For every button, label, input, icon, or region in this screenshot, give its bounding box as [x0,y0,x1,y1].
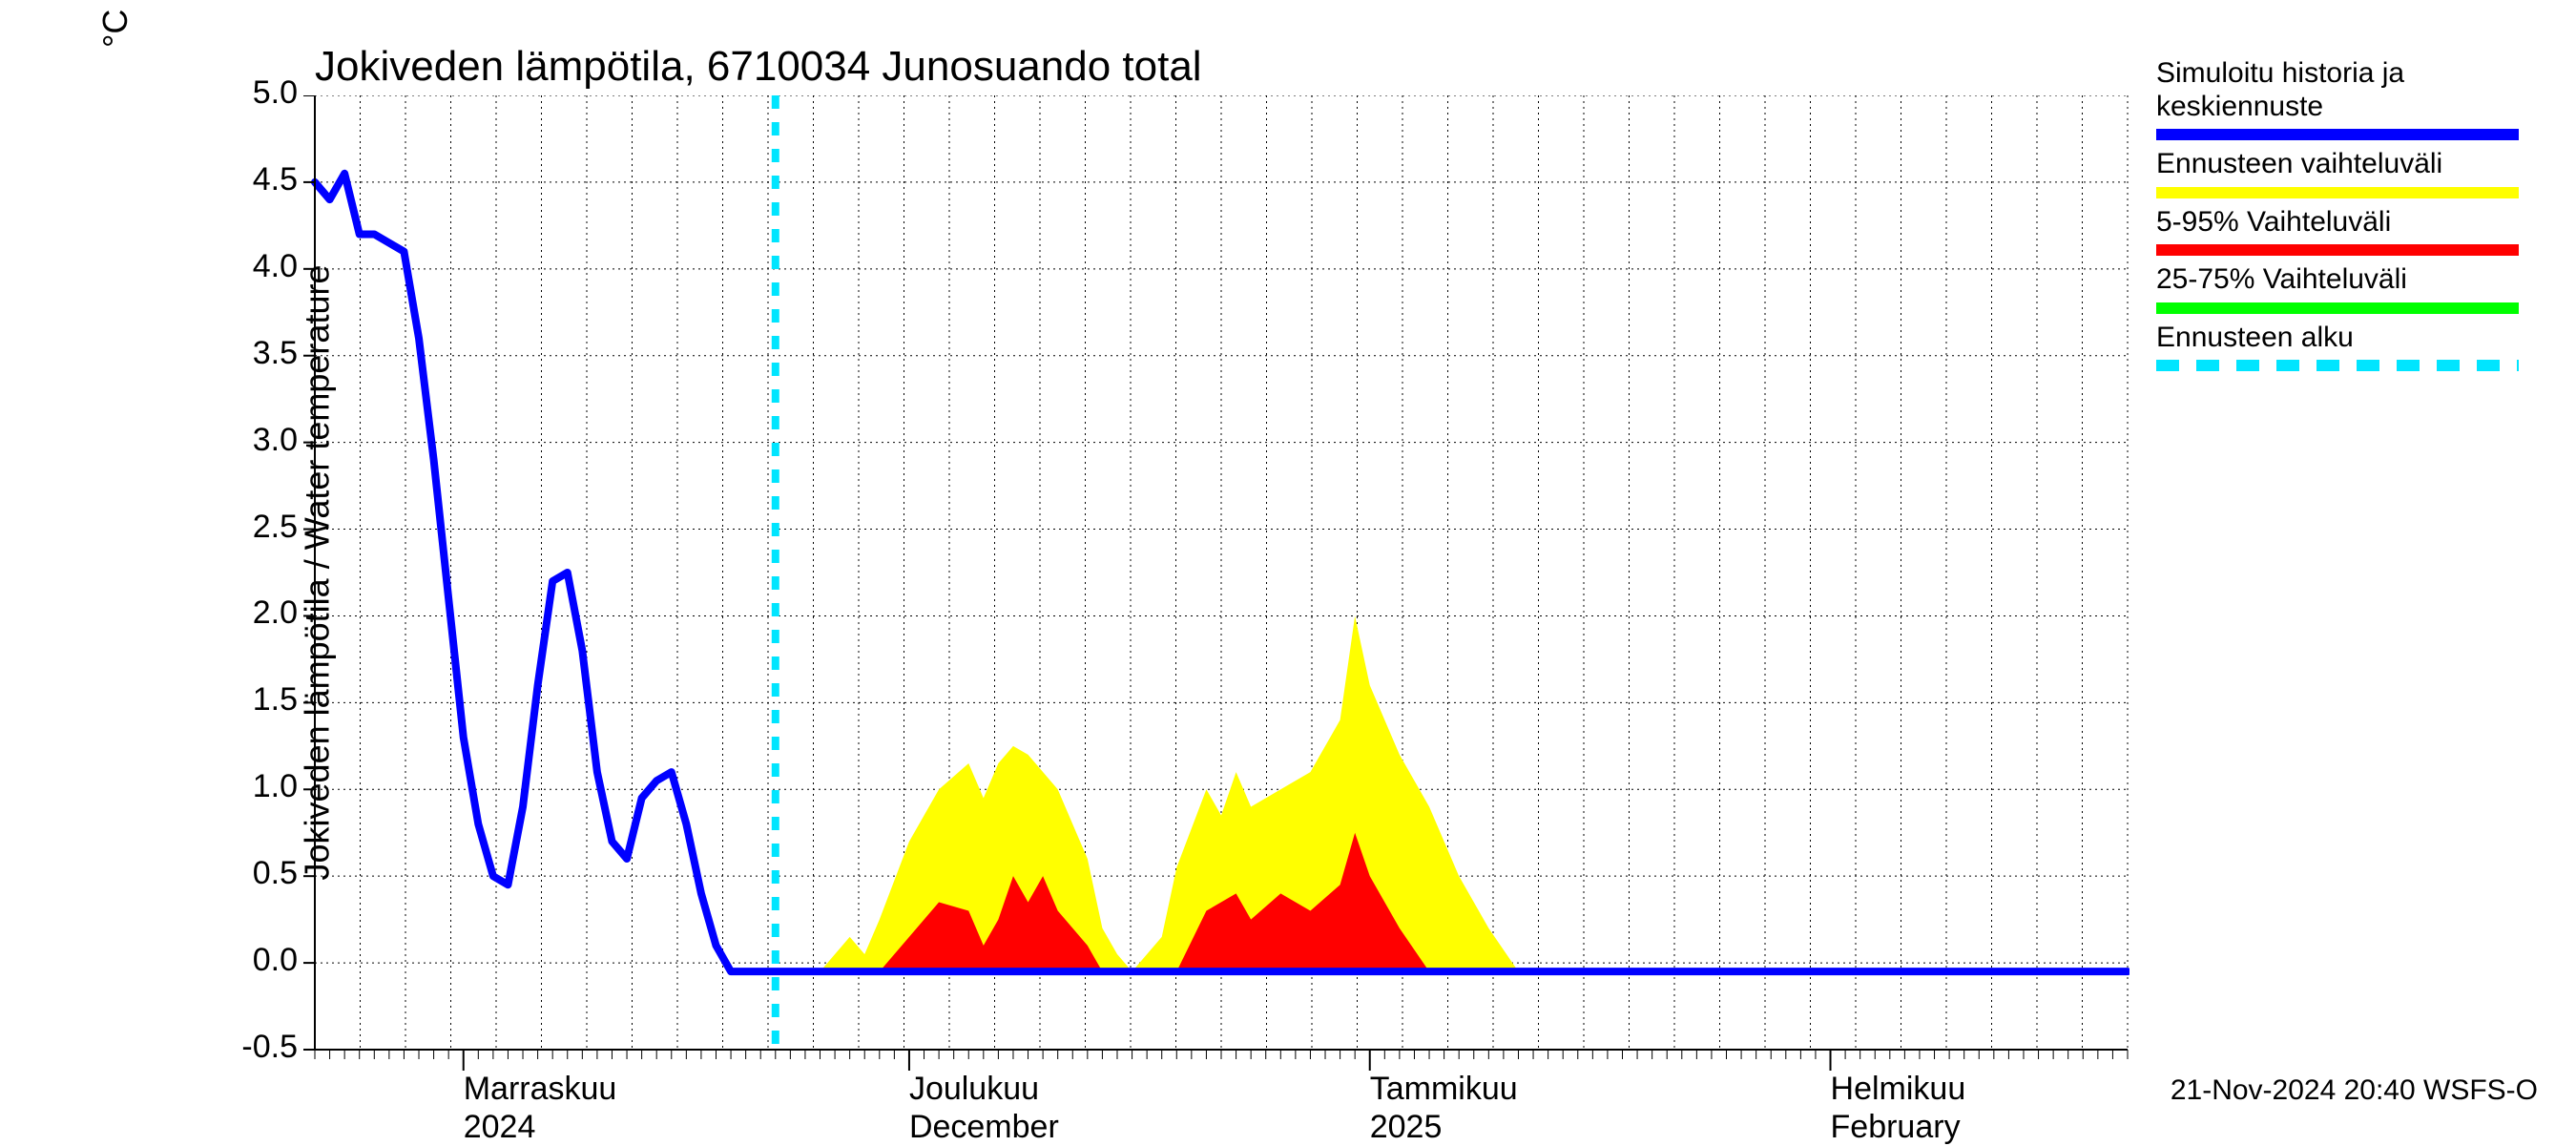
legend-swatch [2156,187,2519,198]
x-month-label: Marraskuu [464,1071,617,1108]
y-tick-label: 1.0 [253,768,298,805]
legend-label: Simuloitu historia ja keskiennuste [2156,57,2538,123]
x-month-sublabel: December [909,1109,1059,1146]
legend-label: 25-75% Vaihteluväli [2156,263,2538,297]
y-tick-label: 3.0 [253,422,298,459]
y-tick-label: 3.5 [253,335,298,372]
chart-title: Jokiveden lämpötila, 6710034 Junosuando … [315,43,1202,91]
y-tick-label: 2.0 [253,594,298,632]
legend-swatch [2156,360,2519,371]
legend-item: Simuloitu historia ja keskiennuste [2156,57,2538,140]
y-tick-label: 0.5 [253,855,298,892]
y-tick-label: 2.5 [253,509,298,546]
chart-plot [301,95,2129,1074]
chart-page: Jokiveden lämpötila / Water temperature … [0,0,2576,1145]
x-month-sublabel: 2025 [1370,1109,1443,1146]
x-month-label: Joulukuu [909,1071,1039,1108]
legend-item: 5-95% Vaihteluväli [2156,206,2538,257]
legend: Simuloitu historia ja keskiennuste Ennust… [2156,57,2538,379]
legend-item: Ennusteen alku [2156,322,2538,372]
y-tick-label: 0.0 [253,942,298,979]
legend-item: Ennusteen vaihteluväli [2156,148,2538,198]
legend-swatch [2156,302,2519,314]
x-month-sublabel: February [1831,1109,1961,1146]
y-tick-label: 1.5 [253,681,298,719]
legend-label: Ennusteen vaihteluväli [2156,148,2538,181]
legend-swatch [2156,129,2519,140]
x-month-sublabel: 2024 [464,1109,536,1146]
x-month-label: Helmikuu [1831,1071,1966,1108]
legend-swatch [2156,244,2519,256]
x-month-label: Tammikuu [1370,1071,1518,1108]
y-tick-label: 5.0 [253,74,298,112]
y-tick-label: 4.5 [253,161,298,198]
y-tick-label: 4.0 [253,248,298,285]
legend-label: Ennusteen alku [2156,322,2538,355]
y-axis-unit: °C [95,10,135,48]
y-tick-label: -0.5 [241,1029,298,1066]
legend-label: 5-95% Vaihteluväli [2156,206,2538,240]
legend-item: 25-75% Vaihteluväli [2156,263,2538,314]
footer-timestamp: 21-Nov-2024 20:40 WSFS-O [2171,1074,2538,1107]
